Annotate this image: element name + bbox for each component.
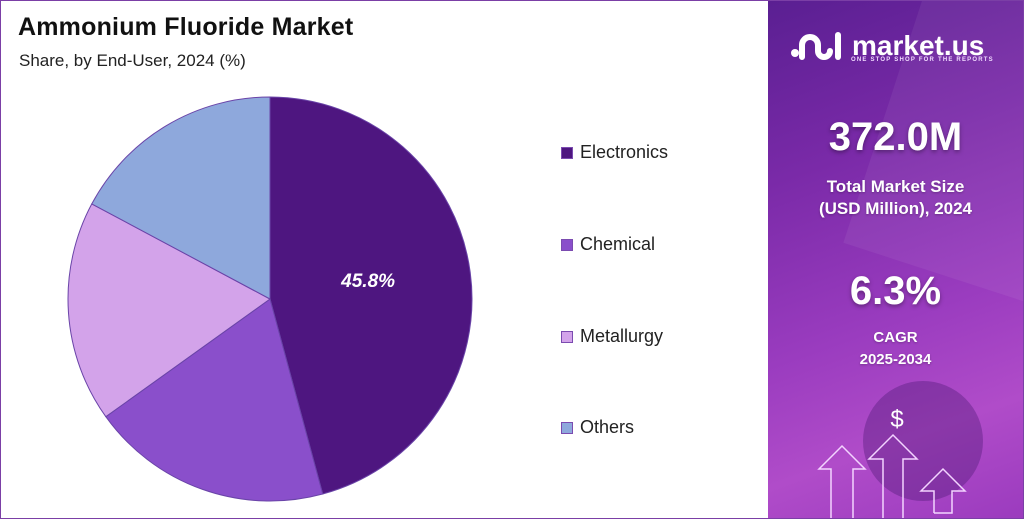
legend-item-chemical: Chemical [561, 234, 655, 255]
legend-label: Electronics [580, 142, 669, 162]
pie-slice-metallurgy [67, 203, 271, 418]
legend-label: Chemical [580, 234, 656, 254]
legend-label: Others [580, 417, 635, 437]
market-us-logo-icon [791, 32, 841, 60]
market-size-value: 372.0M [828, 115, 963, 159]
growth-arrows-icon: $ [817, 406, 967, 518]
legend-swatch [561, 238, 573, 251]
legend-label: Metallurgy [580, 326, 664, 346]
slice-label-electronics: 45.8% [340, 271, 395, 292]
brand-name: market.us [852, 30, 985, 61]
legend-swatch [561, 330, 573, 343]
legend-item-others: Others [561, 417, 634, 438]
market-size-label-line1: Total Market Size [826, 177, 965, 196]
chart-subtitle: Share, by End-User, 2024 (%) [19, 51, 246, 70]
brand-tagline: ONE STOP SHOP FOR THE REPORTS [851, 57, 994, 63]
stats-panel: market.us ONE STOP SHOP FOR THE REPORTS … [768, 1, 1023, 518]
cagr-label-line1: CAGR [873, 329, 918, 346]
pie-slice-electronics [269, 96, 473, 495]
brand-logo: market.us [790, 29, 984, 63]
market-size-label-line2: (USD Million), 2024 [818, 199, 973, 218]
dollar-icon: $ [890, 406, 903, 433]
chart-area: Ammonium Fluoride Market Share, by End-U… [1, 1, 768, 518]
pie-slice-chemical [105, 298, 324, 502]
legend-swatch [561, 146, 573, 159]
cagr-value: 6.3% [849, 269, 942, 313]
pie-chart: 45.8% [67, 96, 473, 502]
pie-slice-others [91, 96, 271, 300]
chart-title: Ammonium Fluoride Market [18, 13, 354, 41]
legend-item-metallurgy: Metallurgy [561, 326, 663, 347]
cagr-label-line2: 2025-2034 [859, 351, 932, 368]
legend-swatch [561, 421, 573, 434]
legend-item-electronics: Electronics [561, 142, 668, 163]
